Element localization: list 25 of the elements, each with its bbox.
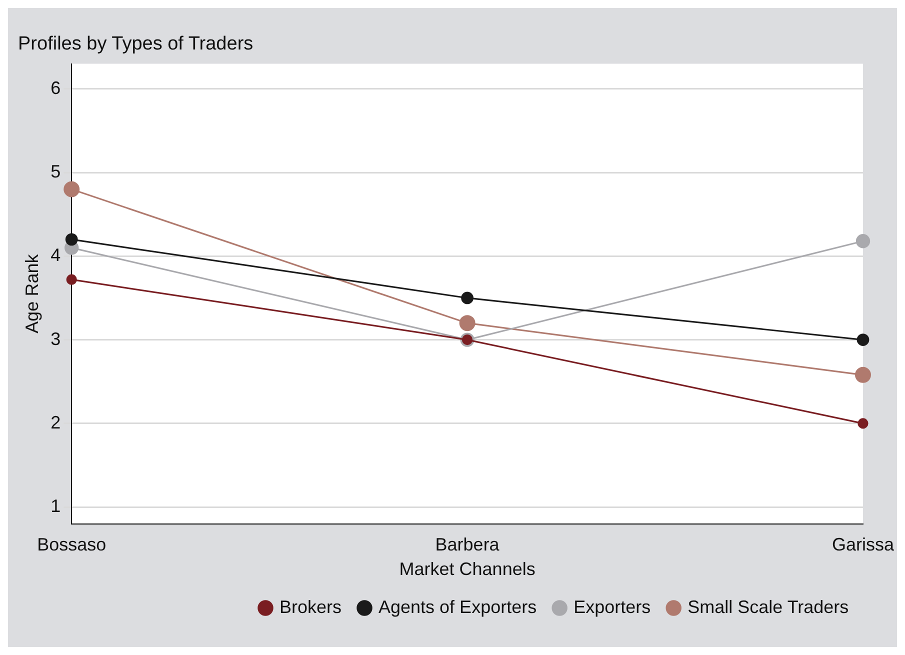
y-tick-label: 5 [50, 161, 61, 182]
y-tick-label: 3 [50, 328, 61, 349]
point [858, 418, 868, 429]
chart-title: Profiles by Types of Traders [18, 34, 254, 55]
legend-label: Agents of Exporters [378, 596, 537, 617]
point [856, 334, 870, 346]
y-tick-label: 1 [50, 496, 61, 516]
x-tick-label: Barbera [435, 534, 500, 555]
point [66, 274, 77, 285]
point [65, 233, 78, 246]
legend-label: Exporters [574, 596, 651, 617]
point [64, 181, 80, 198]
legend-label: Small Scale Traders [688, 596, 849, 617]
x-tick-label: Garissa [832, 534, 895, 555]
point [461, 292, 474, 304]
y-tick-label: 2 [50, 412, 61, 432]
y-tick-label: 4 [50, 245, 61, 266]
legend-label: Brokers [279, 596, 342, 617]
point [459, 315, 476, 332]
y-axis-title: Age Rank [22, 253, 42, 334]
point [856, 234, 870, 248]
point [854, 366, 871, 383]
x-axis-title: Market Channels [399, 559, 536, 580]
x-tick-label: Bossaso [37, 534, 106, 555]
y-tick-label: 6 [50, 78, 61, 98]
